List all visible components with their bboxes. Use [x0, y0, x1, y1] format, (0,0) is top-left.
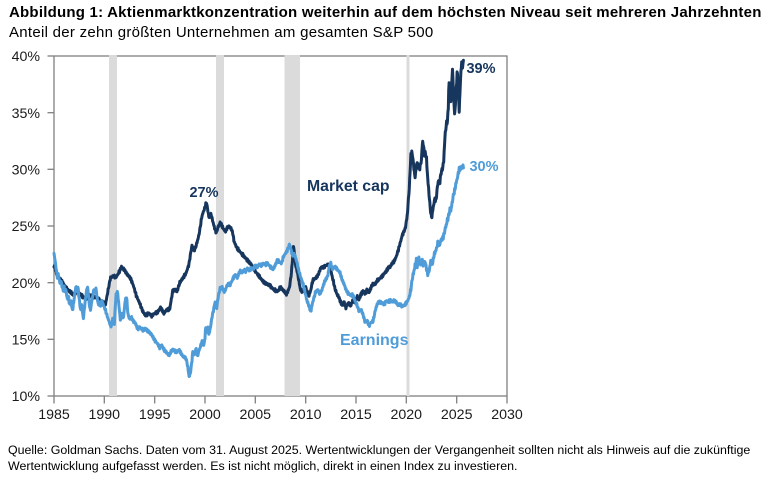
svg-text:Market cap: Market cap — [307, 178, 390, 195]
svg-text:Earnings: Earnings — [340, 332, 409, 349]
svg-text:20%: 20% — [12, 276, 41, 292]
svg-text:2020: 2020 — [391, 407, 423, 423]
svg-text:2015: 2015 — [340, 407, 372, 423]
svg-text:40%: 40% — [12, 49, 41, 65]
svg-text:2025: 2025 — [441, 407, 473, 423]
svg-text:25%: 25% — [12, 219, 41, 235]
svg-text:30%: 30% — [12, 162, 41, 178]
svg-text:10%: 10% — [12, 389, 41, 405]
svg-text:2005: 2005 — [240, 407, 272, 423]
svg-text:39%: 39% — [466, 61, 495, 77]
svg-text:35%: 35% — [12, 106, 41, 122]
svg-text:30%: 30% — [469, 159, 498, 175]
svg-text:2010: 2010 — [290, 407, 322, 423]
svg-text:1995: 1995 — [139, 407, 171, 423]
svg-text:27%: 27% — [189, 185, 218, 201]
svg-text:2000: 2000 — [189, 407, 221, 423]
svg-text:15%: 15% — [12, 332, 41, 348]
svg-text:2030: 2030 — [491, 407, 523, 423]
svg-text:1985: 1985 — [38, 407, 70, 423]
svg-text:1990: 1990 — [89, 407, 121, 423]
